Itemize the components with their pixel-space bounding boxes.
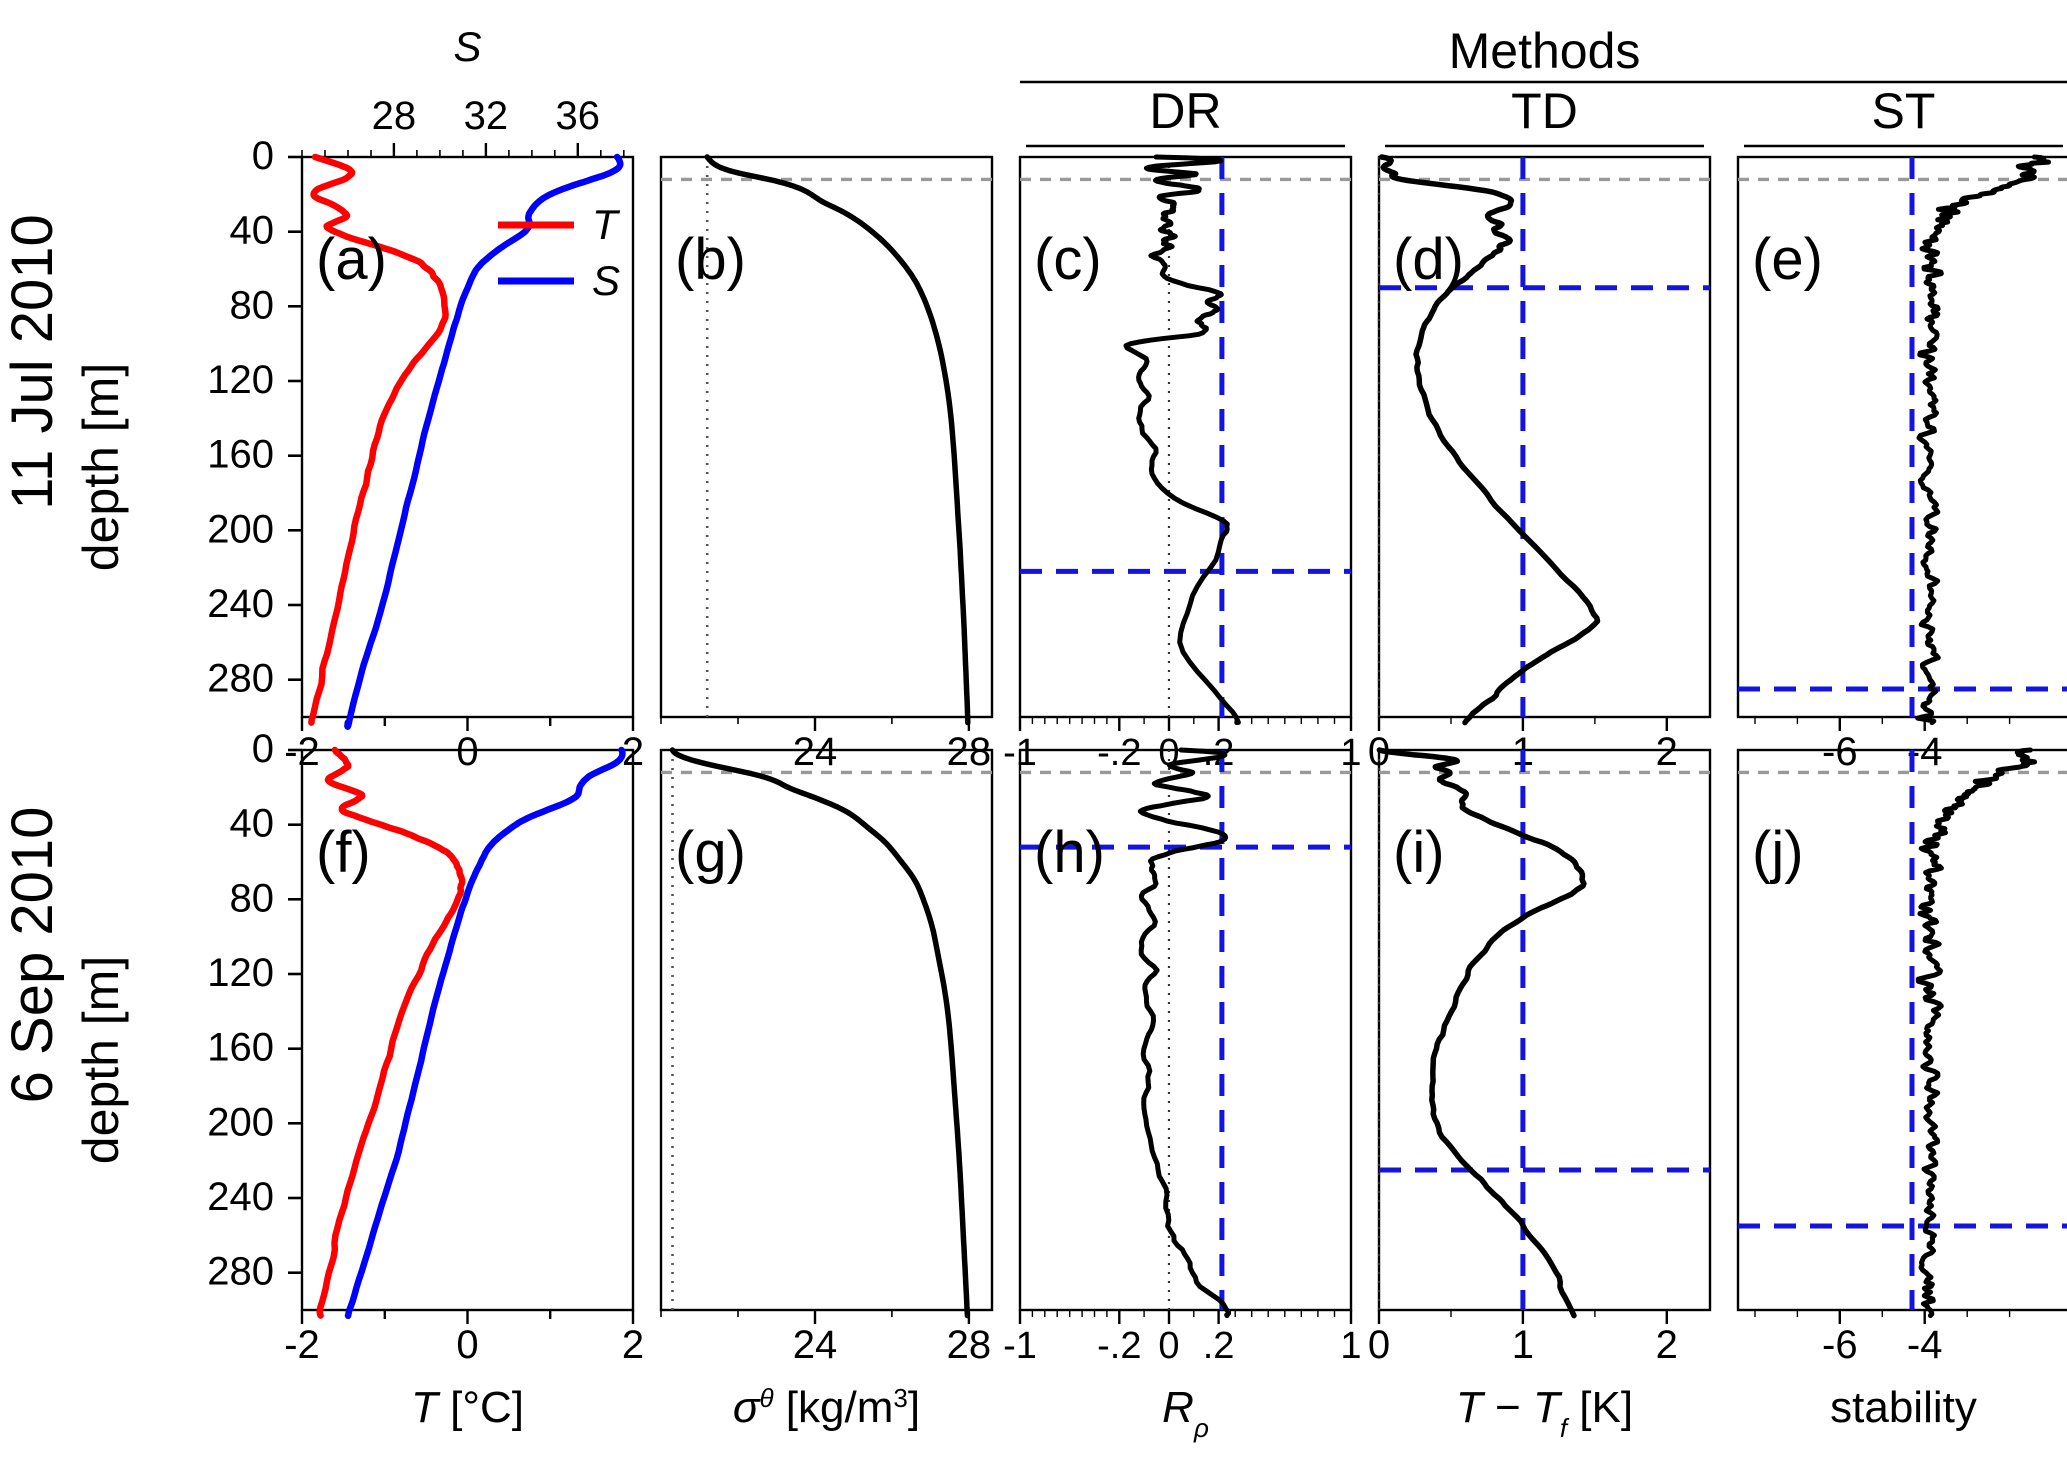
svg-text:28: 28 [372, 94, 417, 138]
svg-text:160: 160 [207, 1026, 274, 1070]
svg-text:0: 0 [252, 134, 274, 178]
svg-text:-6: -6 [1822, 1323, 1858, 1367]
svg-text:T [°C]: T [°C] [411, 1383, 524, 1432]
svg-text:32: 32 [464, 94, 509, 138]
svg-text:240: 240 [207, 1175, 274, 1219]
svg-text:40: 40 [230, 802, 275, 846]
svg-text:2: 2 [1656, 1323, 1678, 1367]
svg-text:24: 24 [793, 730, 838, 774]
svg-text:depth [m]: depth [m] [73, 956, 129, 1164]
svg-text:-2: -2 [284, 730, 320, 774]
svg-text:(h): (h) [1034, 820, 1105, 885]
svg-text:2: 2 [622, 1323, 644, 1367]
svg-text:-1: -1 [1003, 1325, 1037, 1367]
svg-text:240: 240 [207, 582, 274, 626]
svg-text:stability: stability [1830, 1383, 1977, 1432]
svg-text:28: 28 [947, 1323, 992, 1367]
svg-text:S: S [453, 23, 481, 70]
svg-text:-1: -1 [1003, 732, 1037, 774]
svg-text:Methods: Methods [1449, 23, 1641, 79]
svg-text:80: 80 [230, 876, 275, 920]
svg-text:200: 200 [207, 1100, 274, 1144]
svg-text:0: 0 [1158, 1325, 1179, 1367]
svg-text:1: 1 [1340, 732, 1361, 774]
svg-text:24: 24 [793, 1323, 838, 1367]
svg-text:-2: -2 [284, 1323, 320, 1367]
svg-text:120: 120 [207, 951, 274, 995]
svg-text:0: 0 [456, 730, 478, 774]
svg-text:(e): (e) [1752, 227, 1823, 292]
svg-text:DR: DR [1149, 83, 1221, 139]
svg-text:(b): (b) [675, 227, 746, 292]
svg-text:(c): (c) [1034, 227, 1102, 292]
svg-text:1: 1 [1512, 1323, 1534, 1367]
svg-text:(d): (d) [1393, 227, 1464, 292]
svg-text:(f): (f) [316, 820, 371, 885]
svg-text:-6: -6 [1822, 730, 1858, 774]
svg-text:(j): (j) [1752, 820, 1804, 885]
svg-text:0: 0 [456, 1323, 478, 1367]
svg-text:.2: .2 [1203, 1325, 1235, 1367]
svg-text:0: 0 [252, 727, 274, 771]
svg-text:280: 280 [207, 1250, 274, 1294]
svg-text:-.2: -.2 [1097, 1325, 1141, 1367]
svg-text:160: 160 [207, 433, 274, 477]
svg-text:6 Sep 2010: 6 Sep 2010 [0, 807, 65, 1104]
svg-text:(g): (g) [675, 820, 746, 885]
svg-text:36: 36 [556, 94, 601, 138]
svg-text:0: 0 [1368, 1323, 1390, 1367]
svg-text:(a): (a) [316, 227, 387, 292]
svg-text:1: 1 [1340, 1325, 1361, 1367]
svg-text:(i): (i) [1393, 820, 1445, 885]
svg-text:40: 40 [230, 209, 275, 253]
svg-text:200: 200 [207, 507, 274, 551]
svg-text:TD: TD [1511, 83, 1578, 139]
svg-text:28: 28 [947, 730, 992, 774]
svg-text:11 Jul 2010: 11 Jul 2010 [0, 214, 65, 510]
svg-text:ST: ST [1872, 83, 1936, 139]
svg-text:depth [m]: depth [m] [73, 363, 129, 571]
svg-text:S: S [592, 257, 620, 304]
svg-text:120: 120 [207, 358, 274, 402]
svg-text:T: T [592, 201, 621, 248]
svg-text:-4: -4 [1907, 1323, 1943, 1367]
svg-text:80: 80 [230, 283, 275, 327]
svg-text:280: 280 [207, 657, 274, 701]
svg-text:-.2: -.2 [1097, 732, 1141, 774]
svg-text:2: 2 [1656, 730, 1678, 774]
